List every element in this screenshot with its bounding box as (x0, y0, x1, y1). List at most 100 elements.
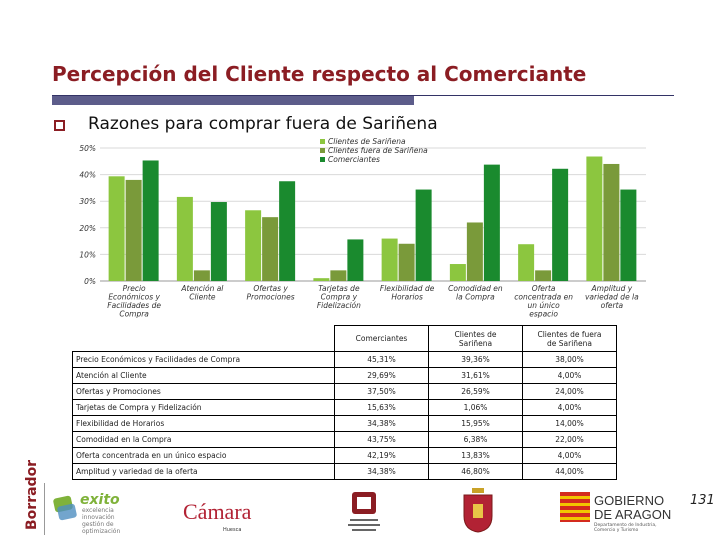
table-row-label: Tarjetas de Compra y Fidelización (72, 399, 335, 416)
exito-logo-tagline: gestión de (82, 521, 114, 528)
exito-logo-mark (57, 503, 77, 521)
table-cell: 31,61% (428, 367, 523, 384)
chart-x-tick-label: un único (528, 301, 561, 310)
camara-logo-sub: Huesca (223, 527, 241, 533)
chart-legend-label: Clientes fuera de Sariñena (328, 146, 428, 155)
table-row: Tarjetas de Compra y Fidelización 15,63% 1… (72, 399, 617, 416)
camara-logo: Cámara Huesca (183, 499, 252, 533)
aragon-flag-stripe (560, 510, 590, 513)
bullet-square-icon (54, 120, 65, 131)
chart-bar (586, 156, 603, 281)
chart-x-tick-label: la Compra (456, 293, 495, 302)
aragon-flag-stripe (560, 496, 590, 499)
exito-logo-name: exito (80, 492, 120, 508)
association-logo-text-line (348, 524, 380, 526)
chart-bar (210, 202, 227, 281)
chart-y-tick-label: 10% (79, 250, 96, 259)
chart-bar (398, 243, 415, 281)
chart-x-tick-label: Amplitud y (591, 284, 633, 293)
table-row: Comodidad en la Compra 43,75% 6,38% 22,00% (72, 431, 617, 448)
table-cell: 22,00% (522, 431, 617, 448)
chart-bar (603, 163, 620, 281)
table-cell: 24,00% (522, 383, 617, 400)
chart-x-tick-label: Tarjetas de (318, 284, 360, 293)
chart-y-tick-labels: 0% 10% 20% 30% 40% 50% (79, 144, 96, 286)
table-row-label: Oferta concentrada en un único espacio (72, 447, 335, 464)
chart-y-tick-label: 20% (79, 224, 96, 233)
chart-x-tick-label: Atención al (180, 284, 224, 293)
chart-x-tick-label: concentrada en (514, 293, 573, 302)
table-corner-cell (73, 326, 335, 352)
table-header-clientes-sarinena: Clientes de Sariñena (428, 325, 523, 352)
shield-castle-icon (473, 504, 483, 518)
header-line: Clientes de (454, 329, 497, 339)
table-row-label: Precio Económicos y Facilidades de Compr… (72, 351, 335, 368)
chart-bar (313, 278, 330, 281)
exito-logo-tagline: innovación (82, 514, 115, 521)
chart-bar (245, 210, 262, 281)
chart-x-tick-label: Cliente (189, 293, 216, 302)
chart-bar (176, 196, 193, 281)
chart-bar (125, 179, 142, 281)
table-cell: 4,00% (522, 447, 617, 464)
chart-x-tick-label: espacio (529, 310, 558, 319)
chart-x-tick-label: Promociones (247, 293, 295, 302)
chart-legend-label: Clientes de Sariñena (328, 138, 406, 146)
draft-stamp: Borrador (24, 459, 40, 530)
table-header-comerciantes: Comerciantes (334, 325, 429, 352)
title-divider (52, 95, 674, 96)
table-cell: 4,00% (522, 399, 617, 416)
chart-bar (142, 160, 159, 281)
section-subtitle: Razones para comprar fuera de Sariñena (88, 114, 438, 134)
chart-bar (518, 244, 535, 281)
chart-legend-swatch (320, 139, 325, 144)
chart-bars (108, 156, 637, 281)
table-cell: 15,95% (428, 415, 523, 432)
chart-bar (279, 181, 296, 281)
chart-x-tick-label: Ofertas y (253, 284, 288, 293)
table-row-label: Ofertas y Promociones (72, 383, 335, 400)
association-logo (348, 492, 380, 531)
chart-y-tick-label: 40% (79, 171, 96, 180)
chart-x-tick-label: Compra y (321, 293, 358, 302)
exito-logo: exito excelencia innovación gestión de o… (53, 492, 120, 535)
chart-y-tick-label: 50% (79, 144, 96, 153)
chart-x-tick-label: Flexibilidad de (380, 284, 435, 293)
association-logo-text-line (350, 519, 378, 521)
gobierno-dept-line: Departamento de Industria, (594, 522, 657, 528)
chart-y-tick-label: 0% (84, 277, 96, 286)
chart-x-tick-label: Fidelización (317, 301, 361, 310)
chart-bar (108, 176, 125, 281)
shield-crown (472, 488, 484, 493)
chart-bar (347, 239, 364, 281)
table-cell: 13,83% (428, 447, 523, 464)
chart-x-tick-label: Comodidad en (448, 284, 503, 293)
chart-bar (449, 264, 466, 281)
chart-bar (415, 189, 432, 281)
exito-logo-tagline: optimización (82, 528, 120, 535)
gobierno-aragon-logo: GOBIERNO DE ARAGON Departamento de Indus… (560, 492, 671, 533)
chart-x-tick-label: oferta (601, 301, 624, 310)
page-title: Percepción del Cliente respecto al Comer… (52, 62, 587, 86)
chart-y-tick-label: 30% (79, 197, 96, 206)
table-cell: 14,00% (522, 415, 617, 432)
header-line: Comerciantes (355, 334, 408, 343)
title-accent-bar (52, 96, 414, 105)
table-cell: 44,00% (522, 463, 617, 480)
table-cell: 43,75% (334, 431, 429, 448)
chart-legend-swatch (320, 157, 325, 162)
table-cell: 45,31% (334, 351, 429, 368)
page-number: 131 (690, 493, 715, 508)
table-row: Precio Económicos y Facilidades de Compr… (72, 351, 617, 368)
table-row: Atención al Cliente 29,69% 31,61% 4,00% (72, 367, 617, 384)
chart-x-tick-label: Compra (119, 310, 149, 319)
table-cell: 15,63% (334, 399, 429, 416)
chart-legend-swatch (320, 148, 325, 153)
table-cell: 6,38% (428, 431, 523, 448)
table-header-row: Comerciantes Clientes de Sariñena Cliente… (73, 325, 617, 352)
table-row-label: Flexibilidad de Horarios (72, 415, 335, 432)
aragon-flag-stripe (560, 517, 590, 520)
